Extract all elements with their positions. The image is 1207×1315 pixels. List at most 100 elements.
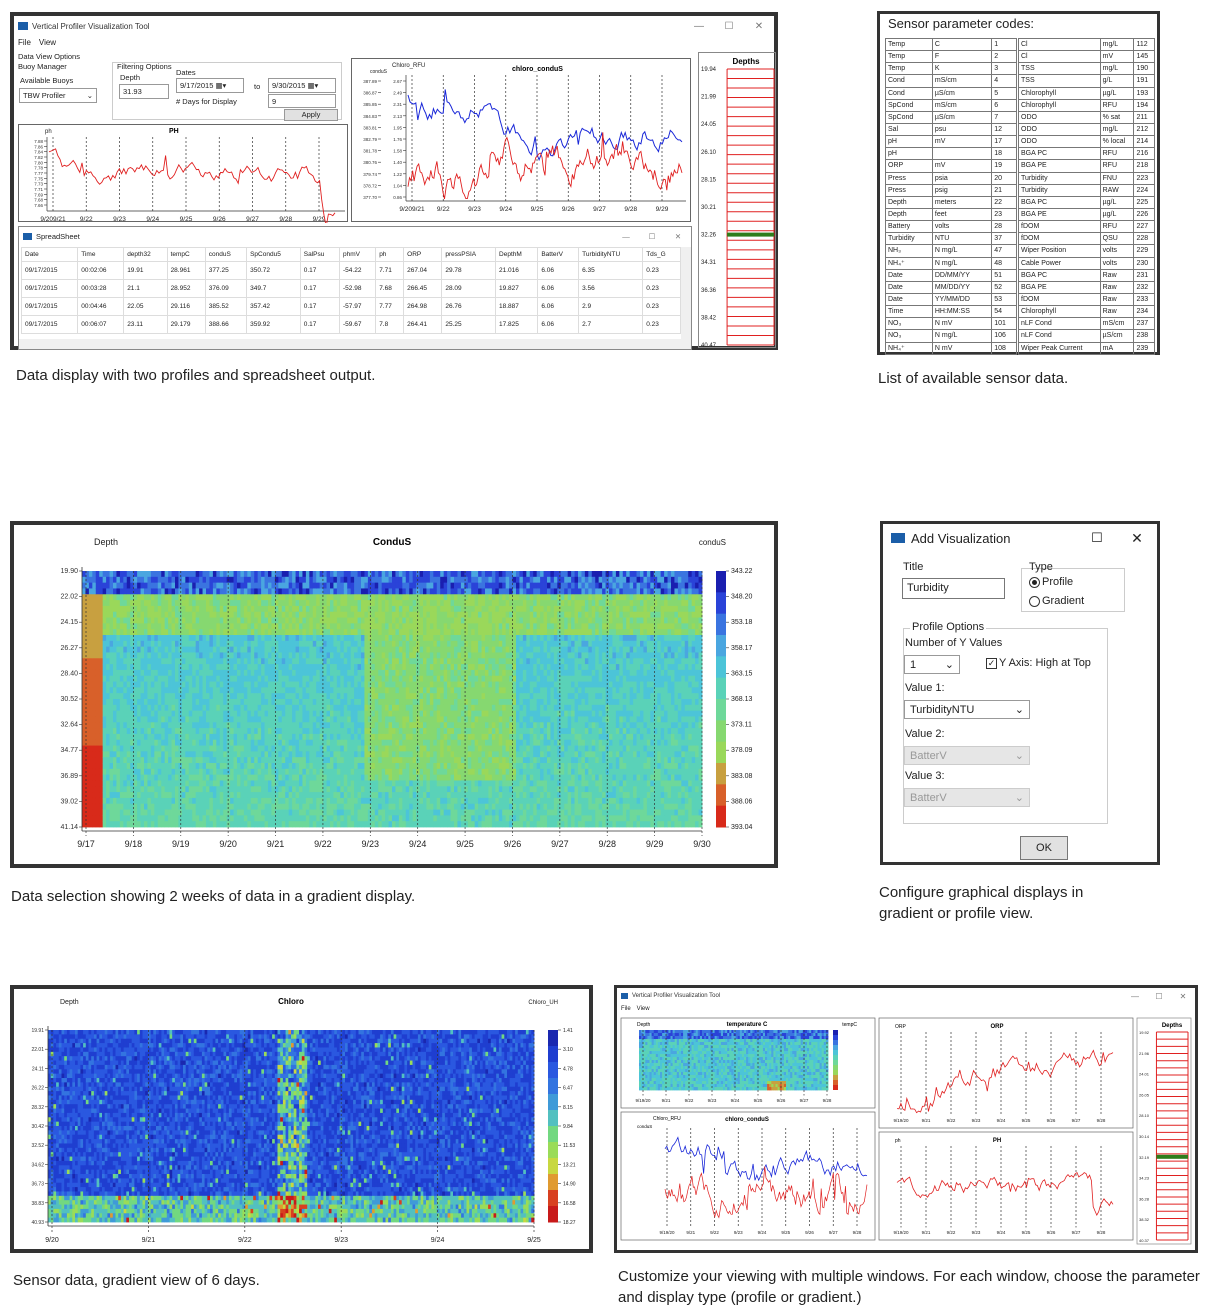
apply-button[interactable]: Apply <box>284 109 338 121</box>
code-parameter: fDOM <box>1018 232 1101 246</box>
y-tick-label: 384.83 <box>363 114 377 119</box>
menu-view[interactable]: View <box>38 38 57 47</box>
menu-view[interactable]: View <box>636 1006 650 1012</box>
column-header[interactable]: TurbidityNTU <box>578 247 644 262</box>
x-tick-label: 9/23 <box>113 216 126 223</box>
minimize-button[interactable]: — <box>622 231 630 241</box>
value2-select[interactable]: BatterV ⌄ <box>904 746 1030 765</box>
profile-options-group <box>903 628 1108 824</box>
column-header[interactable]: phmV <box>339 247 377 262</box>
table-cell: 0.23 <box>642 261 681 280</box>
close-button[interactable]: ✕ <box>674 231 682 241</box>
column-header[interactable]: DepthM <box>495 247 539 262</box>
code-unit: mg/L <box>1099 122 1135 137</box>
x-tick-label: 9/26 <box>805 1230 814 1235</box>
column-header[interactable]: ph <box>375 247 405 262</box>
colorbar-label: 393.04 <box>731 824 753 831</box>
column-header[interactable]: ORP <box>403 247 443 262</box>
column-header[interactable]: BatterV <box>537 247 580 262</box>
depth-label: 36.36 <box>701 288 717 294</box>
colorbar-segment <box>833 1030 838 1035</box>
minimize-button[interactable]: — <box>694 20 704 32</box>
column-header[interactable]: Date <box>20 247 79 262</box>
maximize-button[interactable]: ☐ <box>648 231 656 241</box>
list-item: nLF Cond µS/cm 238 <box>1018 329 1155 343</box>
column-header[interactable]: Time <box>77 247 125 262</box>
y-tick-label: 22.02 <box>60 594 78 601</box>
column-header[interactable]: conduS <box>204 247 248 262</box>
column-header[interactable]: Tds_G <box>642 247 681 262</box>
maximize-button[interactable]: ☐ <box>1155 991 1163 1001</box>
title-bar: Vertical Profiler Visualization Tool — ☐… <box>14 16 774 36</box>
date-to-picker[interactable]: 9/30/2015 ▦▾ <box>268 78 336 93</box>
x-tick-label: 9/19/20 <box>893 1230 909 1235</box>
spreadsheet-table: Date Time depth32 tempC conduS SpCondu5 SalPsu… <box>20 247 681 334</box>
code-number: 106 <box>991 329 1017 343</box>
data-view-options-label: Data View Options <box>18 52 80 61</box>
code-parameter: ODO <box>1018 135 1101 149</box>
code-parameter: SpCond <box>885 98 933 112</box>
column-header[interactable]: depth32 <box>123 247 168 262</box>
code-number: 238 <box>1133 329 1155 343</box>
code-parameter: Cond <box>885 74 933 88</box>
date-from-picker[interactable]: 9/17/2015 ▦▾ <box>176 78 244 93</box>
table-cell: 19.91 <box>123 261 168 280</box>
legend-label: tempC <box>842 1022 857 1028</box>
number-y-values-select[interactable]: 1 ⌄ <box>904 655 960 674</box>
y-tick-label: 24.15 <box>60 619 78 626</box>
ok-button[interactable]: OK <box>1020 836 1068 860</box>
column-header[interactable]: SpCondu5 <box>246 247 301 262</box>
y-tick-label: 387.89 <box>363 79 377 84</box>
radio-profile[interactable]: Profile <box>1029 576 1073 588</box>
title-input[interactable]: Turbidity <box>902 578 1005 599</box>
colorbar-segment <box>548 1062 558 1079</box>
table-cell: 09/17/2015 <box>20 315 79 334</box>
code-unit: RFU <box>1099 220 1135 234</box>
vertical-scrollbar[interactable] <box>681 247 691 339</box>
maximize-button[interactable]: ☐ <box>724 20 734 32</box>
table-row[interactable]: 09/17/2015 00:04:46 22.05 29.116 385.52 357.4… <box>20 297 681 316</box>
value3-select[interactable]: BatterV ⌄ <box>904 788 1030 807</box>
code-parameter: Sal <box>885 122 933 137</box>
menu-file[interactable]: File <box>18 38 31 47</box>
code-parameter: Date <box>885 292 933 307</box>
column-header[interactable]: tempC <box>166 247 206 262</box>
x-tick-label: 9/22 <box>314 839 332 849</box>
table-row[interactable]: 09/17/2015 00:06:07 23.11 29.179 388.66 359.9… <box>20 315 681 334</box>
code-unit: DD/MM/YY <box>931 268 993 282</box>
close-button[interactable]: ✕ <box>754 20 764 32</box>
depth-input[interactable]: 31.93 <box>119 84 169 99</box>
maximize-button[interactable]: ☐ <box>1091 530 1103 545</box>
y-axis-high-checkbox[interactable]: ✓ Y Axis: High at Top <box>986 657 1091 669</box>
buoy-select[interactable]: TBW Profiler ⌄ <box>19 88 97 103</box>
list-item: Date DD/MM/YY 51 <box>885 268 1017 282</box>
table-cell: 0.17 <box>299 297 341 316</box>
code-parameter: Temp <box>885 37 933 52</box>
days-input[interactable]: 9 <box>268 94 336 108</box>
table-row[interactable]: 09/17/2015 00:02:06 19.91 28.961 377.25 350.7… <box>20 261 681 280</box>
horizontal-scrollbar[interactable] <box>19 339 691 349</box>
column-header[interactable]: pressPSIA <box>441 247 497 262</box>
orp-window <box>878 1017 1134 1129</box>
table-row[interactable]: 09/17/2015 00:03:28 21.1 28.952 376.09 349.7 0… <box>20 279 681 298</box>
minimize-button[interactable]: — <box>1131 991 1139 1001</box>
code-parameter: Chlorophyll <box>1018 98 1101 112</box>
list-item: NO₃ N mV 101 <box>885 317 1017 331</box>
list-item: ODO% local 214 <box>1018 135 1155 149</box>
menu-file[interactable]: File <box>621 1006 631 1012</box>
close-button[interactable]: ✕ <box>1179 991 1187 1001</box>
radio-gradient[interactable]: Gradient <box>1029 595 1084 607</box>
code-parameter: Cond <box>885 86 933 100</box>
colorbar-segment <box>833 1085 838 1090</box>
table-cell: 26.76 <box>441 297 497 316</box>
table-cell: 349.7 <box>246 279 301 298</box>
table-cell: 28.09 <box>441 279 497 298</box>
close-button[interactable]: ✕ <box>1131 529 1143 546</box>
chart-title: PH <box>169 128 179 135</box>
x-tick-label: 9/23 <box>972 1230 981 1235</box>
value1-select[interactable]: TurbidityNTU ⌄ <box>904 700 1030 719</box>
list-item: Cl mV 145 <box>1018 50 1155 64</box>
table-cell: 0.23 <box>642 297 681 316</box>
column-header[interactable]: SalPsu <box>299 247 341 262</box>
x-tick-label: 9/209/21 <box>40 216 66 223</box>
